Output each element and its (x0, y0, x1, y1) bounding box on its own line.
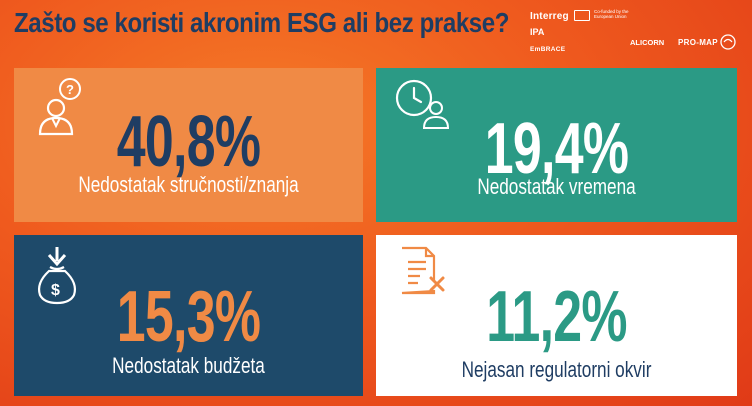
document-x-icon (401, 246, 445, 295)
person-question-icon: ? (38, 78, 81, 136)
embrace-logo: EmBRACE (530, 46, 566, 53)
clock-person-icon (395, 79, 450, 129)
interreg-logo: Interreg (530, 11, 569, 22)
stat-value: 19,4% (484, 109, 629, 189)
svg-text:?: ? (66, 82, 74, 97)
ipa-logo: IPA (530, 27, 545, 37)
stat-label: Nejasan regulatorni okvir (461, 357, 652, 382)
stat-card-budget: $ 15,3% Nedostatak budžeta (14, 235, 363, 396)
stat-label: Nedostatak vremena (477, 174, 636, 199)
svg-text:$: $ (51, 282, 60, 299)
partner-logos: Interreg Co-funded by the European Union… (530, 6, 745, 56)
promap-logo: PRO-MAP (678, 38, 718, 47)
circle-logo-icon (720, 34, 736, 50)
stat-card-time: 19,4% Nedostatak vremena (376, 68, 737, 222)
stat-card-regulation: 11,2% Nejasan regulatorni okvir (376, 235, 737, 396)
alicorn-logo: ALICORN (630, 38, 665, 47)
stat-card-expertise: ? 40,8% Nedostatak stručnosti/znanja (14, 68, 363, 222)
stat-value: 15,3% (116, 277, 261, 357)
stat-value: 11,2% (486, 277, 627, 357)
money-bag-icon: $ (37, 247, 77, 305)
stat-label: Nedostatak budžeta (112, 353, 265, 378)
stat-label: Nedostatak stručnosti/znanja (78, 172, 299, 197)
eu-funding-text: Co-funded by the European Union (594, 9, 629, 19)
page-title: Zašto se koristi akronim ESG ali bez pra… (14, 7, 509, 38)
stat-value: 40,8% (116, 102, 261, 182)
eu-flag-icon (574, 10, 590, 21)
